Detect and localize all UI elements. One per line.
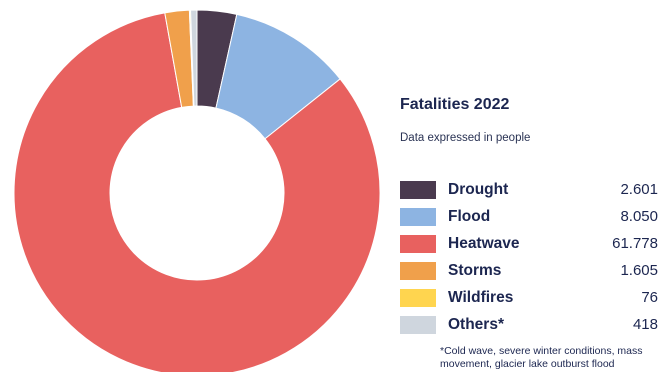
legend-value-others: 418	[632, 316, 658, 333]
legend-item-heatwave: Heatwave 61.778	[400, 230, 660, 257]
legend-item-wildfires: Wildfires 76	[400, 284, 660, 311]
legend-value-heatwave: 61.778	[612, 235, 658, 252]
legend-item-storms: Storms 1.605	[400, 257, 660, 284]
legend-swatch-storms	[400, 261, 436, 280]
chart-title: Fatalities 2022	[400, 96, 510, 113]
chart-subtitle: Data expressed in people	[400, 132, 531, 144]
legend: Drought 2.601 Flood 8.050 Heatwave 61.77…	[400, 176, 660, 338]
legend-swatch-wildfires	[400, 288, 436, 307]
legend-item-others: Others* 418	[400, 311, 660, 338]
legend-swatch-heatwave	[400, 234, 436, 253]
legend-swatch-others	[400, 315, 436, 334]
legend-label-flood: Flood	[448, 207, 491, 225]
footnote: *Cold wave, severe winter conditions, ma…	[440, 345, 643, 370]
legend-value-drought: 2.601	[620, 181, 658, 198]
donut-chart	[13, 9, 381, 372]
legend-value-flood: 8.050	[620, 208, 658, 225]
legend-value-wildfires: 76	[641, 289, 658, 306]
donut-slice-heatwave	[13, 12, 381, 372]
legend-value-storms: 1.605	[620, 262, 658, 279]
legend-label-drought: Drought	[448, 180, 509, 198]
donut-slice-others	[190, 9, 198, 107]
legend-swatch-flood	[400, 207, 436, 226]
legend-label-others: Others*	[448, 315, 504, 333]
legend-label-storms: Storms	[448, 261, 502, 279]
legend-item-drought: Drought 2.601	[400, 176, 660, 203]
legend-item-flood: Flood 8.050	[400, 203, 660, 230]
legend-label-wildfires: Wildfires	[448, 288, 514, 306]
legend-swatch-drought	[400, 180, 436, 199]
legend-label-heatwave: Heatwave	[448, 234, 520, 252]
